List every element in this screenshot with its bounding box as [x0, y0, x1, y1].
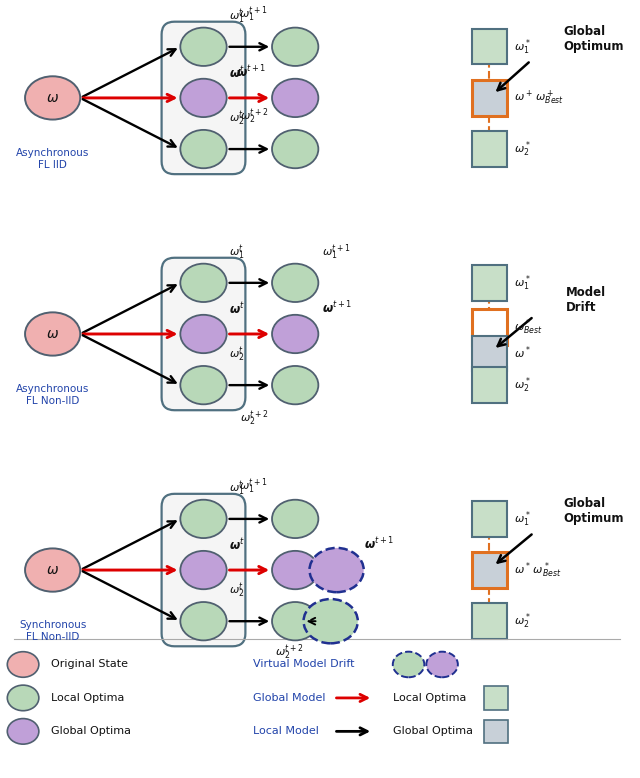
Ellipse shape	[426, 652, 458, 678]
Text: Model
Drift: Model Drift	[566, 286, 607, 314]
Text: $\omega_1^{t+1}$: $\omega_1^{t+1}$	[239, 4, 268, 23]
FancyBboxPatch shape	[472, 265, 507, 300]
Text: Local Optima: Local Optima	[51, 693, 124, 703]
Text: $\omega_2^t$: $\omega_2^t$	[228, 110, 244, 128]
Ellipse shape	[180, 79, 227, 117]
Ellipse shape	[180, 551, 227, 589]
Text: Local Model: Local Model	[253, 727, 319, 736]
Text: $\omega_2^t$: $\omega_2^t$	[228, 581, 244, 600]
Text: $\boldsymbol{\omega}^{t+1}$: $\boldsymbol{\omega}^{t+1}$	[236, 64, 266, 81]
Text: $\omega_2^*$: $\omega_2^*$	[514, 375, 531, 395]
FancyBboxPatch shape	[472, 80, 507, 116]
Text: Local Optima: Local Optima	[393, 693, 466, 703]
Text: $\omega_2^{t+2}$: $\omega_2^{t+2}$	[239, 107, 268, 126]
Ellipse shape	[303, 599, 358, 643]
Text: $\omega_2^{t+2}$: $\omega_2^{t+2}$	[239, 408, 268, 428]
Text: $\omega^*$: $\omega^*$	[514, 345, 531, 361]
Text: $\boldsymbol{\omega}^{t+1}$: $\boldsymbol{\omega}^{t+1}$	[364, 535, 394, 552]
Ellipse shape	[180, 315, 227, 353]
Ellipse shape	[180, 366, 227, 405]
Text: $\omega_1^*$: $\omega_1^*$	[514, 273, 531, 293]
Text: $\omega_1^{t+1}$: $\omega_1^{t+1}$	[239, 476, 268, 496]
Ellipse shape	[180, 264, 227, 302]
Ellipse shape	[180, 130, 227, 168]
Text: Virtual Model Drift: Virtual Model Drift	[253, 660, 355, 670]
FancyBboxPatch shape	[161, 22, 245, 174]
Text: $\omega$: $\omega$	[46, 91, 59, 105]
Text: $\omega_2^*$: $\omega_2^*$	[514, 139, 531, 159]
Ellipse shape	[180, 602, 227, 640]
Ellipse shape	[25, 312, 80, 356]
Ellipse shape	[180, 499, 227, 538]
Text: $\omega_1^*$: $\omega_1^*$	[514, 509, 531, 529]
Text: Original State: Original State	[51, 660, 128, 670]
Text: Global
Optimum: Global Optimum	[563, 497, 624, 525]
Text: $\omega_1^t$: $\omega_1^t$	[228, 479, 244, 498]
Ellipse shape	[25, 76, 80, 120]
Text: Asynchronous
FL Non-IID: Asynchronous FL Non-IID	[16, 384, 90, 406]
FancyBboxPatch shape	[472, 367, 507, 403]
Text: $\omega_2^t$: $\omega_2^t$	[228, 345, 244, 364]
Text: $\omega_2^{t+2}$: $\omega_2^{t+2}$	[275, 643, 303, 662]
Ellipse shape	[7, 719, 39, 744]
Text: $\omega_1^*$: $\omega_1^*$	[514, 37, 531, 57]
Text: $\boldsymbol{\omega}^t$: $\boldsymbol{\omega}^t$	[228, 301, 244, 317]
Text: $\omega_1^t$: $\omega_1^t$	[228, 7, 244, 26]
Text: Asynchronous
FL IID: Asynchronous FL IID	[16, 148, 90, 170]
FancyBboxPatch shape	[472, 604, 507, 639]
Text: $\omega^+\,\omega_{Best}^+$: $\omega^+\,\omega_{Best}^+$	[514, 89, 564, 107]
Ellipse shape	[25, 548, 80, 592]
Text: $\omega^*\,\omega_{Best}^*$: $\omega^*\,\omega_{Best}^*$	[514, 560, 562, 580]
Text: $\omega_1^{t+1}$: $\omega_1^{t+1}$	[323, 242, 351, 261]
Text: $\boldsymbol{\omega}^{t+1}$: $\boldsymbol{\omega}^{t+1}$	[323, 300, 353, 317]
FancyBboxPatch shape	[161, 494, 245, 647]
FancyBboxPatch shape	[472, 552, 507, 587]
Text: $\omega$: $\omega$	[46, 327, 59, 341]
Text: $\omega_1^t$: $\omega_1^t$	[228, 243, 244, 261]
Ellipse shape	[272, 602, 318, 640]
Ellipse shape	[272, 27, 318, 66]
FancyBboxPatch shape	[472, 336, 507, 371]
Ellipse shape	[393, 652, 424, 678]
FancyBboxPatch shape	[484, 720, 508, 743]
Text: $\boldsymbol{\omega}^t$: $\boldsymbol{\omega}^t$	[228, 538, 244, 553]
Ellipse shape	[310, 548, 364, 592]
Text: $\omega$: $\omega$	[46, 563, 59, 577]
Ellipse shape	[272, 79, 318, 117]
FancyBboxPatch shape	[472, 131, 507, 166]
Ellipse shape	[272, 366, 318, 405]
Text: $\omega_{Best}^*$: $\omega_{Best}^*$	[514, 317, 543, 337]
Ellipse shape	[272, 551, 318, 589]
Text: Global Optima: Global Optima	[51, 727, 131, 736]
Text: Global Model: Global Model	[253, 693, 325, 703]
Ellipse shape	[272, 130, 318, 168]
Ellipse shape	[180, 27, 227, 66]
Text: $\omega_2^*$: $\omega_2^*$	[514, 612, 531, 631]
Text: $\boldsymbol{\omega}^t$: $\boldsymbol{\omega}^t$	[228, 65, 244, 81]
FancyBboxPatch shape	[472, 29, 507, 65]
Text: Global
Optimum: Global Optimum	[563, 25, 624, 53]
Ellipse shape	[272, 264, 318, 302]
Ellipse shape	[7, 652, 39, 678]
Ellipse shape	[272, 315, 318, 353]
Text: Global Optima: Global Optima	[393, 727, 473, 736]
Ellipse shape	[7, 685, 39, 711]
FancyBboxPatch shape	[484, 686, 508, 710]
Text: Synchronous
FL Non-IID: Synchronous FL Non-IID	[19, 620, 86, 642]
FancyBboxPatch shape	[472, 501, 507, 537]
FancyBboxPatch shape	[161, 258, 245, 410]
FancyBboxPatch shape	[472, 310, 507, 345]
Ellipse shape	[272, 499, 318, 538]
